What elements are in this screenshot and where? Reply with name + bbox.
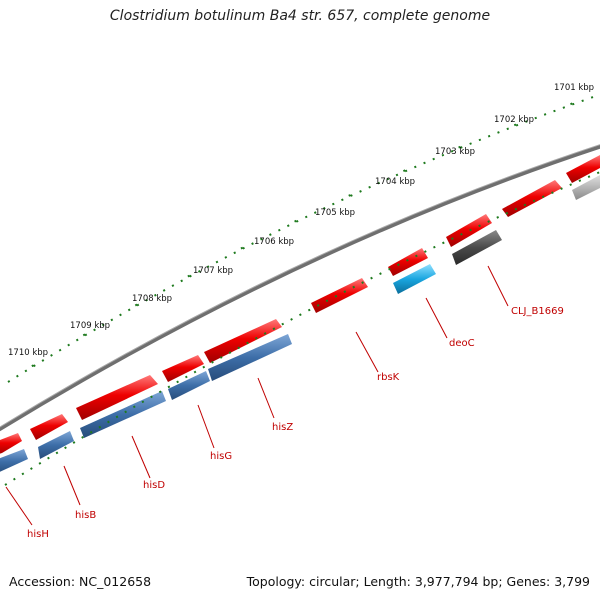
gene-label-hisd: hisD bbox=[143, 480, 165, 491]
tick-label-1710: 1710 kbp bbox=[8, 348, 48, 358]
gene-label-hisz: hisZ bbox=[272, 422, 293, 433]
forward-strand-genes bbox=[0, 155, 600, 454]
gene-arrow bbox=[0, 433, 22, 454]
gene-arrow bbox=[446, 214, 492, 247]
inner-tick-ring bbox=[4, 171, 600, 486]
tick-label-1705: 1705 kbp bbox=[315, 208, 355, 218]
tick-label-1709: 1709 kbp bbox=[70, 321, 110, 331]
gene-arrow bbox=[388, 248, 428, 276]
tick-label-1702: 1702 kbp bbox=[494, 115, 534, 125]
gene-arrow bbox=[168, 371, 210, 400]
accession-text: Accession: NC_012658 bbox=[9, 574, 152, 589]
gene-label-deoc: deoC bbox=[449, 338, 475, 349]
gene-arrow bbox=[204, 319, 282, 363]
topology-text: Topology: circular; Length: 3,977,794 bp… bbox=[246, 574, 590, 589]
gene-arrow bbox=[162, 355, 204, 382]
gene-arrow bbox=[566, 155, 600, 183]
tick-label-1701: 1701 kbp bbox=[554, 83, 594, 93]
gene-label-hisb: hisB bbox=[75, 510, 96, 521]
gene-label-hisg: hisG bbox=[210, 451, 232, 462]
gene-arrow bbox=[76, 375, 158, 420]
gene-arrow bbox=[38, 431, 74, 459]
tick-label-1706: 1706 kbp bbox=[254, 237, 294, 247]
genome-backbone bbox=[0, 144, 600, 432]
gene-arrow bbox=[80, 391, 166, 438]
map-title: Clostridium botulinum Ba4 str. 657, comp… bbox=[109, 8, 491, 24]
gene-label-clj-b1669: CLJ_B1669 bbox=[511, 306, 564, 317]
outer-tick-ring bbox=[7, 94, 597, 383]
gene-arrow bbox=[311, 278, 368, 313]
tick-label-1707: 1707 kbp bbox=[193, 266, 233, 276]
gene-arrow bbox=[452, 230, 502, 265]
gene-arrow bbox=[30, 414, 68, 440]
gene-arrow bbox=[572, 175, 600, 200]
tick-label-1703: 1703 kbp bbox=[435, 147, 475, 157]
reverse-strand-genes bbox=[0, 175, 600, 472]
gene-arrow bbox=[208, 334, 292, 381]
gene-arrow bbox=[0, 449, 28, 472]
gene-label-hish: hisH bbox=[27, 529, 49, 540]
gene-arrow bbox=[502, 180, 562, 217]
label-leaders bbox=[5, 265, 509, 526]
tick-label-1708: 1708 kbp bbox=[132, 294, 172, 304]
tick-label-1704: 1704 kbp bbox=[375, 177, 415, 187]
gene-label-rbsk: rbsK bbox=[377, 372, 400, 383]
gene-arrow bbox=[393, 264, 436, 294]
